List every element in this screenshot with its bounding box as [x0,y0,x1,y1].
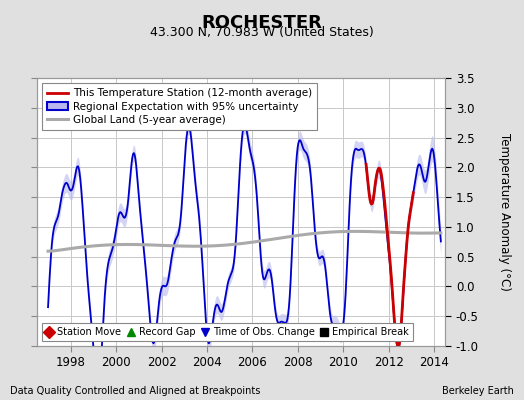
Y-axis label: Temperature Anomaly (°C): Temperature Anomaly (°C) [498,133,511,291]
Text: 43.300 N, 70.983 W (United States): 43.300 N, 70.983 W (United States) [150,26,374,39]
Text: Data Quality Controlled and Aligned at Breakpoints: Data Quality Controlled and Aligned at B… [10,386,261,396]
Legend: Station Move, Record Gap, Time of Obs. Change, Empirical Break: Station Move, Record Gap, Time of Obs. C… [41,323,413,341]
Text: Berkeley Earth: Berkeley Earth [442,386,514,396]
Text: ROCHESTER: ROCHESTER [202,14,322,32]
